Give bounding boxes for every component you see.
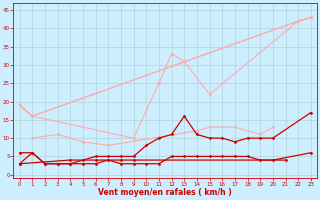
X-axis label: Vent moyen/en rafales ( km/h ): Vent moyen/en rafales ( km/h )	[98, 188, 232, 197]
